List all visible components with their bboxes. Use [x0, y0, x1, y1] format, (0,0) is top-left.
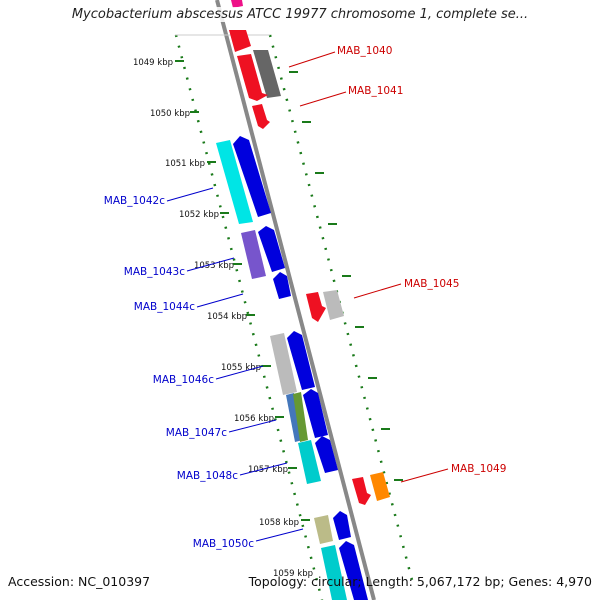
genome-backbone	[215, 0, 376, 600]
gene-label-mab-1046c[interactable]: MAB_1046c	[153, 374, 214, 386]
ruler-label: 1055 kbp	[221, 363, 261, 373]
gene-feature[interactable]	[258, 226, 285, 272]
gene-label-mab-1040[interactable]: MAB_1040	[337, 45, 392, 57]
gene-feature[interactable]	[229, 30, 251, 52]
label-leader	[215, 365, 264, 380]
gene-feature[interactable]	[306, 292, 326, 322]
ruler-label: 1056 kbp	[234, 414, 274, 424]
gene-label-mab-1042c[interactable]: MAB_1042c	[104, 195, 165, 207]
ruler-label: 1052 kbp	[179, 210, 219, 220]
label-leader	[400, 468, 449, 483]
label-leader	[239, 462, 288, 476]
gene-feature[interactable]	[270, 333, 297, 395]
gene-feature[interactable]	[216, 140, 253, 224]
gene-feature[interactable]	[321, 545, 347, 600]
gene-label-mab-1041[interactable]: MAB_1041	[348, 85, 403, 97]
gene-feature[interactable]	[333, 511, 351, 540]
gene-feature[interactable]	[339, 541, 368, 600]
gene-feature[interactable]	[287, 331, 315, 390]
ruler-label: 1054 kbp	[207, 312, 247, 322]
label-leader	[186, 257, 235, 272]
accession-label: Accession: NC_010397	[8, 574, 151, 589]
genome-summary: Topology: circular; Length: 5,067,172 bp…	[248, 574, 592, 589]
gene-feature[interactable]	[241, 230, 266, 279]
ruler-label: 1058 kbp	[259, 518, 299, 528]
gene-feature[interactable]	[233, 136, 271, 217]
gene-feature[interactable]	[273, 272, 291, 299]
ruler-label: 1059 kbp	[273, 569, 313, 579]
gene-feature[interactable]	[323, 290, 344, 320]
gene-feature[interactable]	[231, 0, 243, 8]
gene-label-mab-1047c[interactable]: MAB_1047c	[166, 427, 227, 439]
gene-label-mab-1044c[interactable]: MAB_1044c	[134, 301, 195, 313]
gene-feature[interactable]	[303, 389, 328, 438]
label-leader	[288, 51, 336, 68]
ruler-label: 1051 kbp	[165, 159, 205, 169]
label-leader	[166, 187, 214, 202]
gene-label-mab-1043c[interactable]: MAB_1043c	[124, 266, 185, 278]
label-leader	[228, 419, 277, 433]
label-leader	[299, 91, 347, 107]
gene-label-mab-1048c[interactable]: MAB_1048c	[177, 470, 238, 482]
gene-feature[interactable]	[315, 436, 338, 473]
ruler-label: 1050 kbp	[150, 109, 190, 119]
ruler-label: 1053 kbp	[194, 261, 234, 271]
gene-label-mab-1045[interactable]: MAB_1045	[404, 278, 459, 290]
gene-feature[interactable]	[293, 392, 308, 442]
map-title: Mycobacterium abscessus ATCC 19977 chrom…	[0, 7, 600, 22]
ruler-label: 1049 kbp	[133, 58, 173, 68]
label-leader	[255, 528, 304, 542]
ruler-label: 1057 kbp	[248, 465, 288, 475]
gene-feature[interactable]	[370, 472, 390, 501]
gene-label-mab-1049[interactable]: MAB_1049	[451, 463, 506, 475]
label-leader	[196, 293, 244, 308]
gene-feature[interactable]	[237, 54, 268, 101]
gene-feature[interactable]	[252, 104, 270, 129]
gene-feature[interactable]	[298, 440, 321, 484]
label-leader	[353, 283, 402, 299]
gene-feature[interactable]	[253, 50, 281, 98]
gene-feature[interactable]	[352, 477, 371, 505]
gene-feature[interactable]	[314, 515, 333, 544]
gene-label-mab-1050c[interactable]: MAB_1050c	[193, 538, 254, 550]
